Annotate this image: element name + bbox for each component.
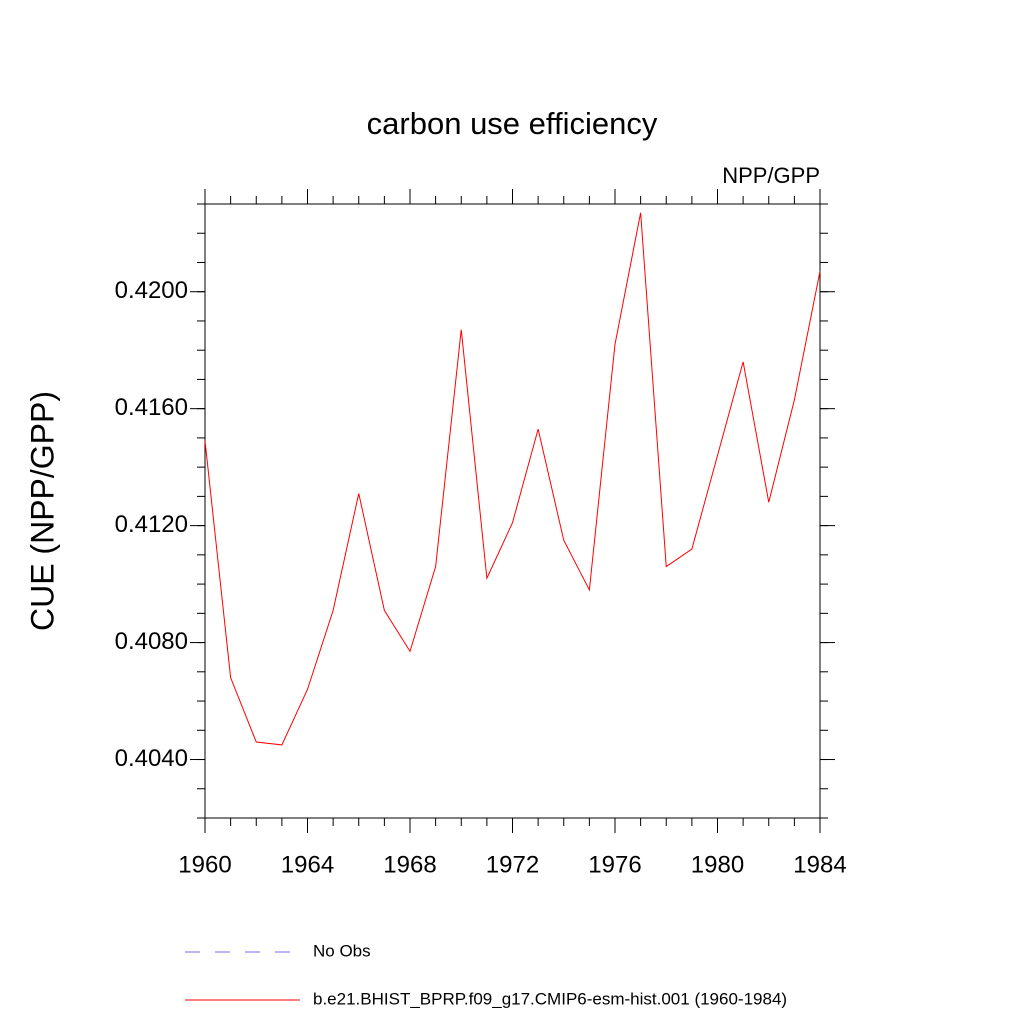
x-tick-label: 1972 <box>486 851 539 878</box>
x-tick-label: 1976 <box>588 851 641 878</box>
y-axis-label: CUE (NPP/GPP) <box>24 391 60 631</box>
y-tick-label: 0.4200 <box>115 277 188 304</box>
chart-title: carbon use efficiency <box>367 106 658 141</box>
x-tick-label: 1960 <box>178 851 231 878</box>
legend-label: No Obs <box>313 941 371 960</box>
chart-subtitle: NPP/GPP <box>722 163 820 188</box>
y-tick-label: 0.4040 <box>115 745 188 772</box>
x-tick-label: 1964 <box>281 851 334 878</box>
y-tick-label: 0.4120 <box>115 511 188 538</box>
x-tick-label: 1980 <box>691 851 744 878</box>
x-tick-label: 1984 <box>793 851 846 878</box>
plot-frame <box>204 203 821 819</box>
y-tick-label: 0.4160 <box>115 394 188 421</box>
legend-label: b.e21.BHIST_BPRP.f09_g17.CMIP6-esm-hist.… <box>313 989 787 1008</box>
data-line <box>204 212 821 746</box>
x-tick-label: 1968 <box>383 851 436 878</box>
y-tick-label: 0.4080 <box>115 628 188 655</box>
